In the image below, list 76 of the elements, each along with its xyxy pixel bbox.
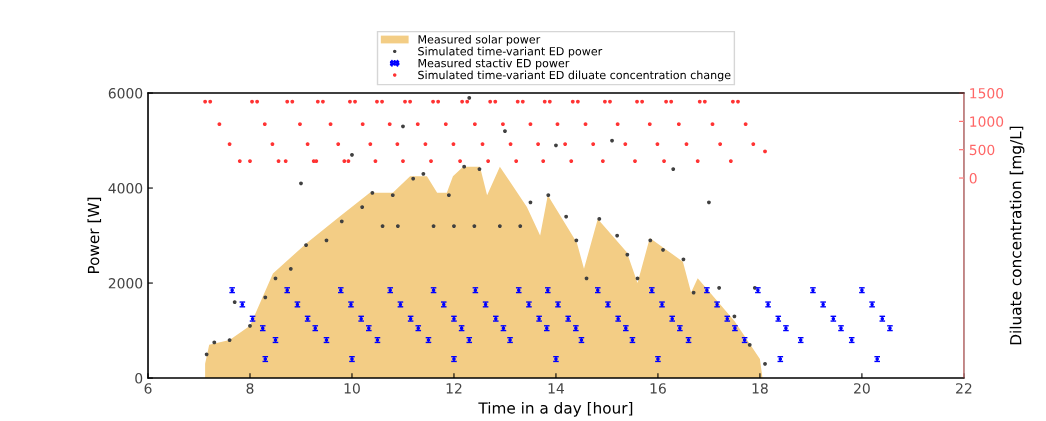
point [232,300,237,304]
y-tick-label: 6000 [108,88,143,99]
point [671,167,676,171]
point [584,276,589,281]
point [574,238,579,243]
point [421,171,426,176]
point [288,266,293,271]
point [401,124,405,129]
x-axis-title: Time in a day [hour] [478,401,633,417]
y2-axis-title: Diluate concentration [mg/L] [1009,126,1025,345]
point [467,95,472,100]
point [610,138,614,143]
point [360,205,365,209]
point [395,224,400,228]
x-tick-label: 10 [344,383,360,394]
x-tick-label: 8 [246,383,254,394]
point [691,290,696,295]
y-tick-label: 0 [135,373,143,384]
point [452,224,456,228]
point [763,361,767,366]
point [503,129,507,133]
point [462,164,467,169]
x-tick-label: 14 [548,383,565,394]
legend-label: Measured stactiv ED power [418,58,570,70]
x-tick-label: 22 [956,383,972,394]
point [370,190,375,195]
point [204,352,209,357]
y2-tick-label: 500 [969,144,995,156]
y2-tick-label: 0 [969,173,977,184]
x-tick-label: 12 [446,383,462,394]
y-tick-label: 2000 [108,278,143,289]
point [390,193,395,198]
point [648,238,653,243]
point [299,181,303,186]
point [681,257,686,262]
point [661,247,665,252]
point [472,224,477,228]
x-tick-label: 20 [854,383,870,394]
x-tick-label: 16 [650,383,666,394]
point [227,338,232,342]
point [431,224,436,228]
point [380,224,385,228]
point [339,219,344,224]
point [273,276,278,281]
point [248,323,252,328]
point [747,342,752,347]
point [263,295,268,300]
point [518,224,523,228]
point [212,340,217,345]
point [597,217,602,221]
legend-label: Measured solar power [418,34,541,46]
point [625,252,630,257]
point [564,214,569,219]
point [732,314,737,319]
point [350,152,354,157]
y2-tick-label: 1000 [970,116,1004,127]
point [635,276,640,281]
x-tick-label: 18 [752,383,768,394]
y2-tick-label: 1500 [970,88,1004,99]
point [717,285,722,290]
point [554,143,558,148]
point [546,193,551,198]
point [411,176,416,181]
x-tick-label: 6 [144,383,152,394]
point [497,224,502,228]
legend-label: Simulated time-variant ED diluate concentration change [418,70,731,82]
point [304,243,308,247]
point [324,238,329,243]
y-axis-title: Power [W] [87,197,102,274]
point [477,167,482,171]
legend-label: Simulated time-variant ED power [418,46,603,58]
point [707,200,711,205]
point [446,193,451,198]
point [615,233,620,238]
y-tick-label: 4000 [108,183,143,194]
point [528,200,533,205]
